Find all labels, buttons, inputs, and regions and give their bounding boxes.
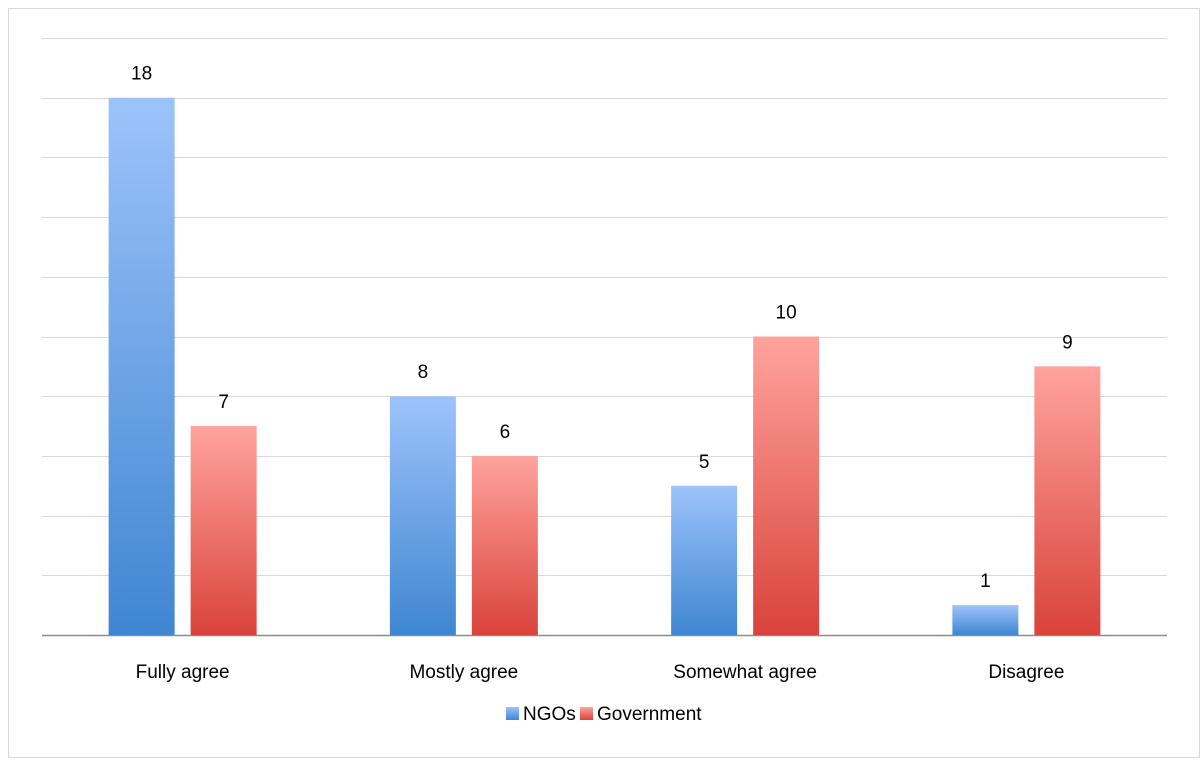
bar-ngos-somewhat-agree [671, 485, 738, 635]
category-label: Mostly agree [409, 662, 518, 683]
legend-swatch-ngos [506, 707, 519, 720]
bar-government-mostly-agree [471, 455, 538, 635]
category-label: Fully agree [136, 662, 230, 683]
data-label: 1 [980, 571, 991, 592]
category-axis: Fully agree Mostly agree Somewhat agree Dis… [136, 662, 1065, 683]
category-label: Disagree [988, 662, 1064, 683]
data-label: 10 [776, 303, 797, 324]
data-labels: 18 7 8 6 5 10 1 9 [131, 64, 1073, 592]
category-label: Somewhat agree [673, 662, 817, 683]
bar-government-somewhat-agree [753, 336, 820, 635]
bar-chart: 18 7 8 6 5 10 1 9 Fully agree Mostly agree Somewh… [42, 38, 1167, 725]
data-label: 8 [418, 362, 429, 383]
bar-government-fully-agree [190, 426, 257, 635]
data-label: 7 [218, 392, 229, 413]
bar-government-disagree [1034, 366, 1101, 635]
bar-ngos-mostly-agree [389, 396, 456, 635]
bar-ngos-fully-agree [108, 97, 175, 635]
legend-label-government: Government [597, 704, 702, 725]
legend-label-ngos: NGOs [523, 704, 576, 725]
data-label: 9 [1062, 332, 1073, 353]
bars [108, 97, 1101, 635]
chart-frame: 18 7 8 6 5 10 1 9 Fully agree Mostly agree Somewh… [8, 8, 1200, 758]
data-label: 5 [699, 452, 710, 473]
data-label: 18 [131, 64, 152, 85]
bar-ngos-disagree [952, 605, 1019, 635]
legend-swatch-government [580, 707, 593, 720]
data-label: 6 [500, 422, 511, 443]
legend: NGOs Government [506, 704, 702, 725]
